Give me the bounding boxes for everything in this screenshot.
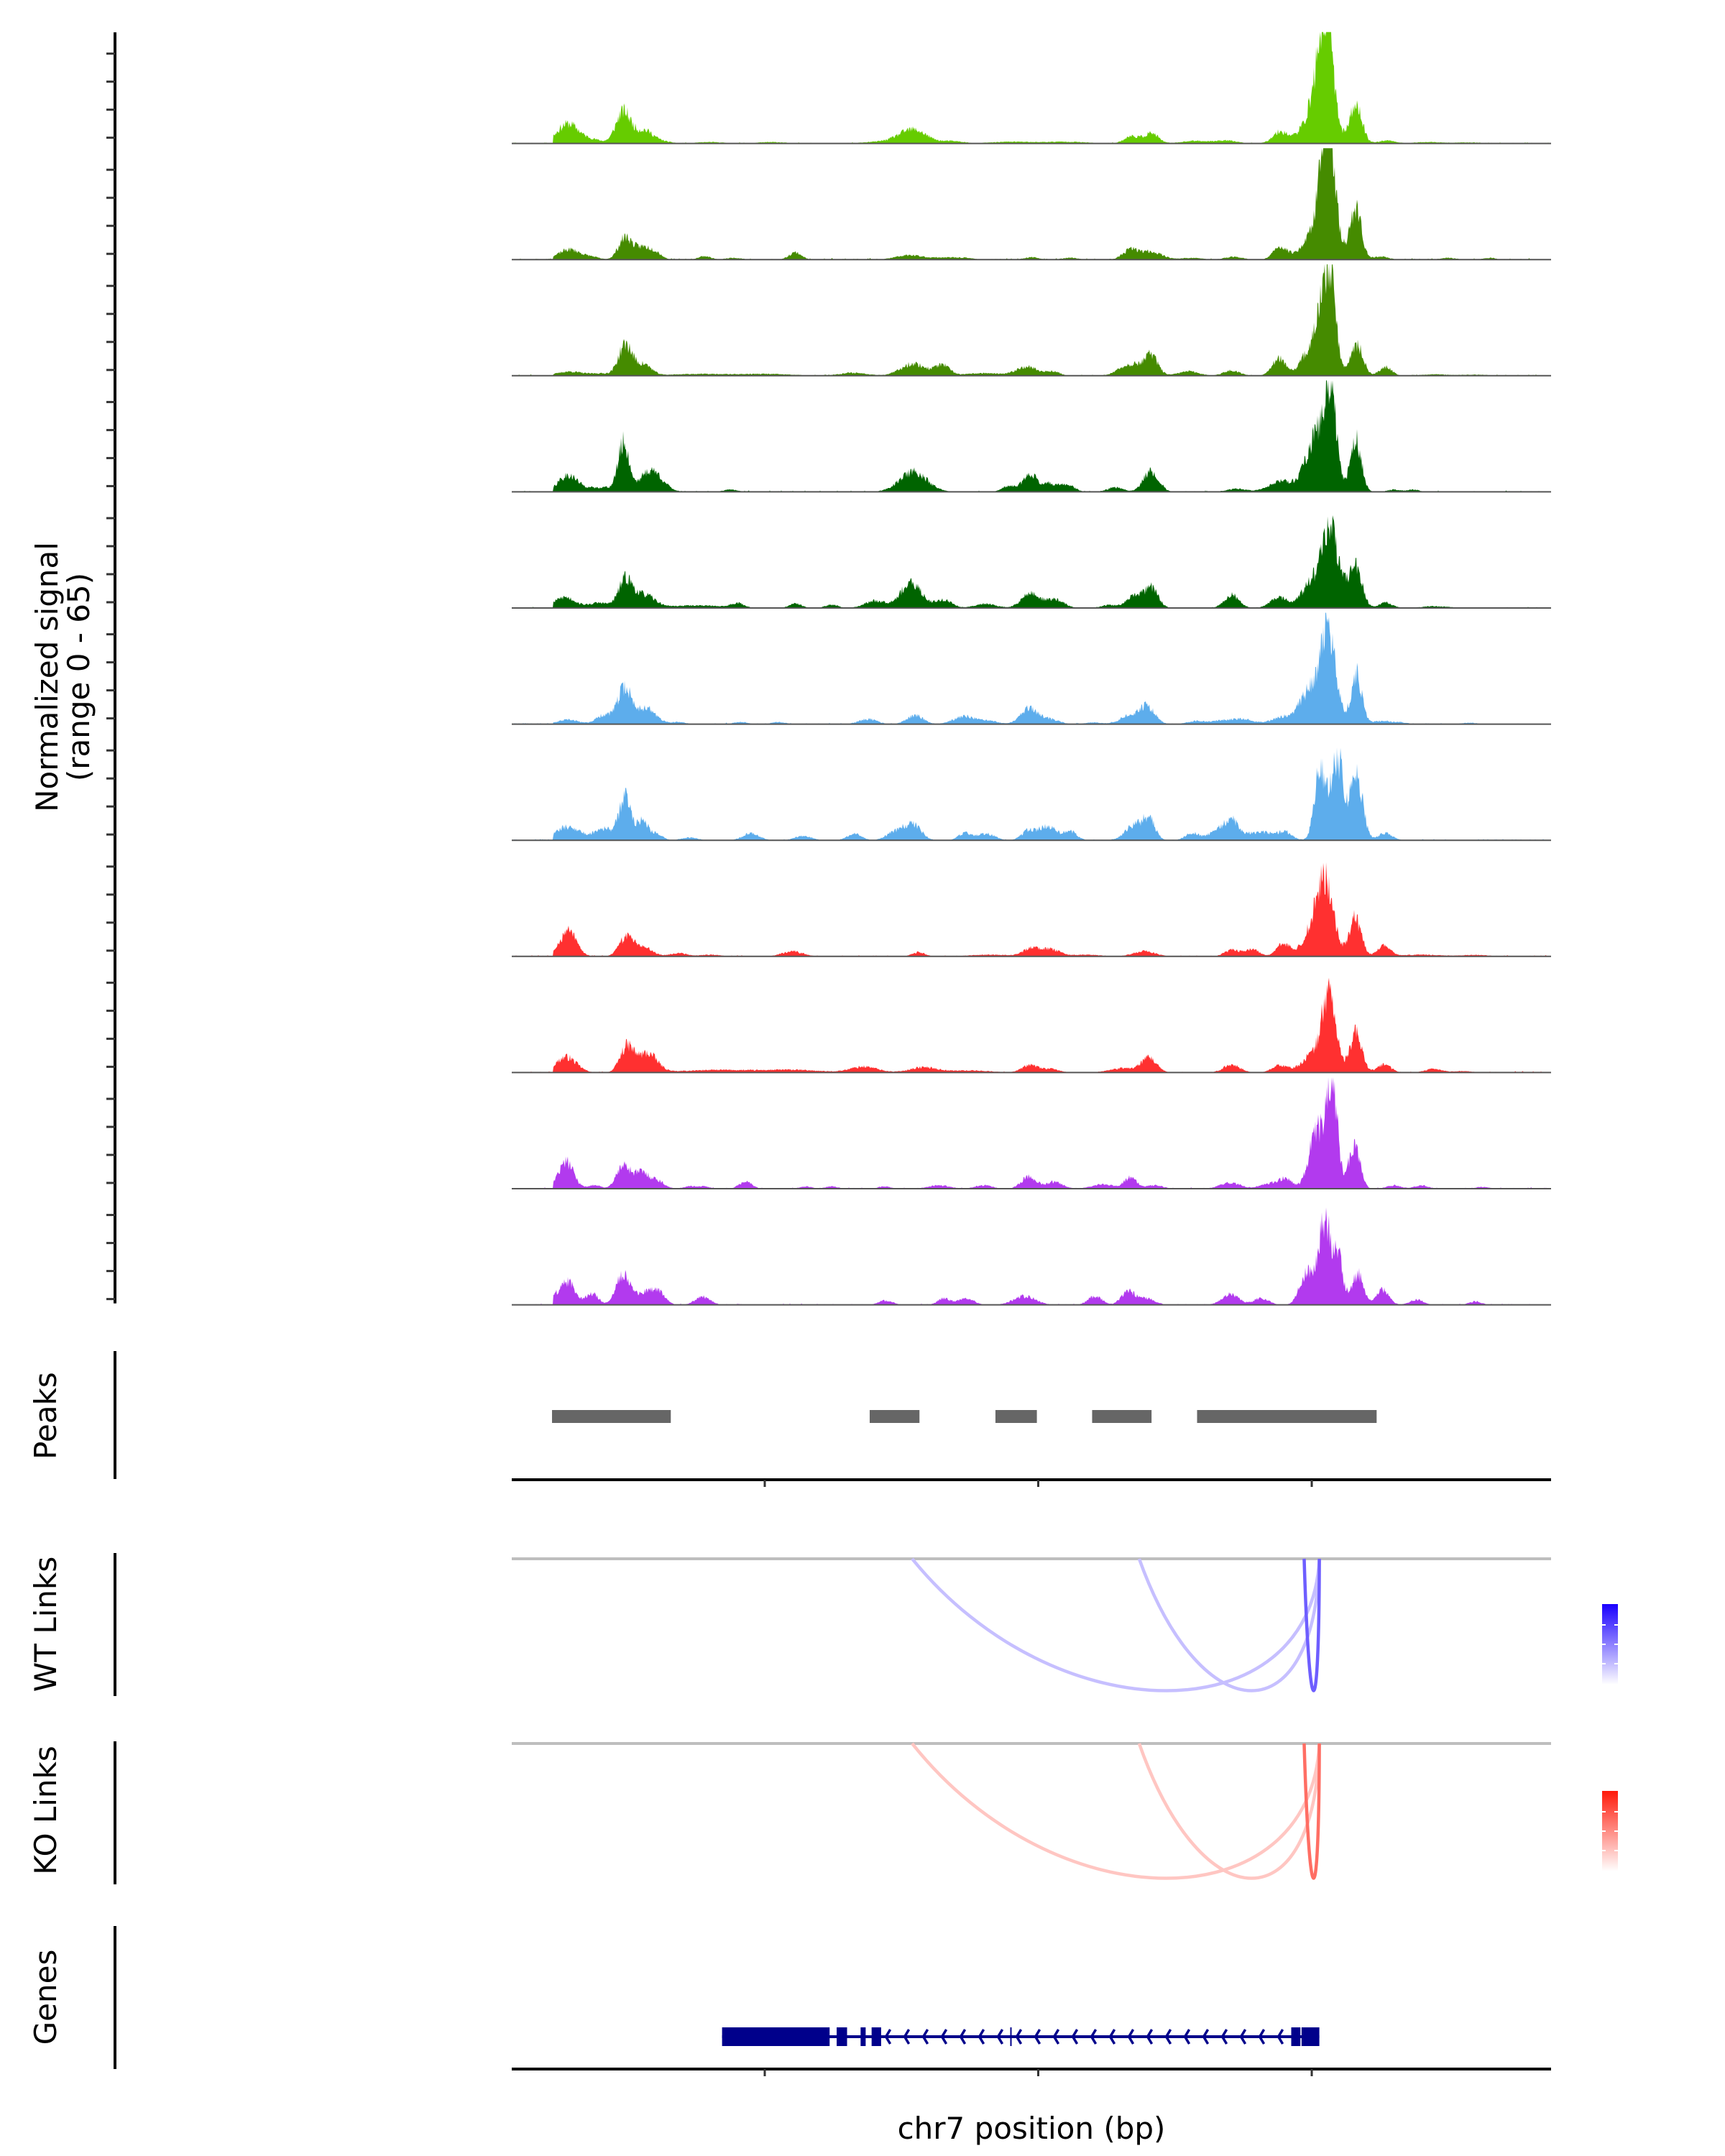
strand-arrow — [1164, 2029, 1172, 2045]
strand-arrow — [959, 2029, 967, 2045]
ko-links-arcs — [512, 1742, 1551, 1880]
gene-exon — [1010, 2027, 1012, 2046]
gene-exon — [860, 2027, 866, 2046]
wt-links-label: WT Links — [28, 1557, 63, 1692]
strand-arrow — [884, 2029, 892, 2045]
peak-region — [870, 1410, 920, 1423]
coverage-area — [512, 1207, 1551, 1305]
strand-arrow — [940, 2029, 948, 2045]
strand-arrow — [1034, 2029, 1041, 2045]
coverage-tracks — [106, 32, 1551, 1306]
coverage-ylabel-line1: Normalized signal — [29, 542, 65, 812]
x-axis-genes — [512, 2068, 1551, 2076]
link-arc — [1137, 1558, 1321, 1692]
coverage-track — [106, 862, 1551, 957]
coverage-track — [106, 1207, 1551, 1306]
x-axis-title: chr7 position (bp) — [898, 2111, 1166, 2146]
strand-arrow — [1127, 2029, 1135, 2045]
coverage-area — [512, 977, 1551, 1073]
coverage-area — [512, 380, 1551, 492]
coverage-track — [106, 977, 1551, 1074]
strand-arrow — [1220, 2029, 1228, 2045]
coverage-track — [106, 747, 1551, 842]
link-arc — [911, 1557, 1321, 1692]
strand-arrow — [1202, 2029, 1210, 2045]
gene-exon — [871, 2027, 881, 2046]
gene-model — [722, 2027, 1320, 2046]
coverage-track — [106, 148, 1551, 261]
wt-links-panel: WT Links — [28, 1553, 1618, 1696]
wt-links-arcs — [512, 1557, 1551, 1692]
strand-arrow — [1276, 2029, 1284, 2045]
coverage-track — [106, 612, 1551, 725]
coverage-area — [512, 148, 1551, 260]
peak-region — [552, 1410, 671, 1423]
peaks-track-label: Peaks — [28, 1372, 63, 1460]
coverage-track — [106, 1077, 1551, 1189]
coverage-track — [106, 32, 1551, 144]
wt-links-legend — [1602, 1604, 1618, 1685]
strand-arrow — [978, 2029, 985, 2045]
peaks-panel: Peaks — [28, 1351, 1377, 1479]
coverage-area — [512, 264, 1551, 376]
coverage-area — [512, 612, 1551, 724]
gene-exon — [1291, 2027, 1301, 2046]
strand-arrow — [1108, 2029, 1116, 2045]
strand-arrow — [921, 2029, 929, 2045]
gene-exon — [837, 2027, 847, 2046]
strand-arrow — [1052, 2029, 1060, 2045]
link-arc — [1302, 1743, 1321, 1880]
coverage-area — [512, 32, 1551, 144]
genes-track-label: Genes — [28, 1950, 63, 2045]
strand-arrow — [1090, 2029, 1098, 2045]
peak-region — [1092, 1410, 1152, 1423]
link-arc — [911, 1742, 1321, 1880]
coverage-area — [512, 862, 1551, 957]
coverage-track — [106, 515, 1551, 609]
strand-arrow — [903, 2029, 911, 2045]
peak-regions — [552, 1410, 1377, 1423]
ko-links-label: KO Links — [28, 1746, 63, 1875]
strand-arrow — [996, 2029, 1004, 2045]
strand-arrow — [1258, 2029, 1266, 2045]
strand-arrow — [1015, 2029, 1023, 2045]
coverage-track — [106, 264, 1551, 377]
coverage-area — [512, 515, 1551, 608]
peak-region — [1197, 1410, 1377, 1423]
strand-arrow — [1183, 2029, 1191, 2045]
ko-links-legend — [1602, 1791, 1618, 1871]
ko-links-panel: KO Links — [28, 1741, 1618, 1884]
x-axis-peaks — [512, 1478, 1551, 1487]
peak-region — [995, 1410, 1037, 1423]
strand-arrow — [1071, 2029, 1079, 2045]
coverage-area — [512, 1077, 1551, 1189]
coverage-ylabel-line2: (range 0 - 65) — [61, 573, 96, 781]
strand-arrow — [1146, 2029, 1154, 2045]
link-arc — [1302, 1558, 1321, 1692]
coverage-area — [512, 747, 1551, 841]
gene-exon — [1301, 2027, 1320, 2046]
link-arc — [1137, 1743, 1321, 1880]
legend-colorbar — [1602, 1791, 1618, 1871]
genes-panel: Genes — [28, 1926, 1320, 2069]
coverage-track — [106, 380, 1551, 493]
gene-models — [722, 2027, 1320, 2046]
gene-exon — [722, 2027, 830, 2046]
coverage-ylabel: Normalized signal (range 0 - 65) — [29, 542, 96, 812]
legend-colorbar — [1602, 1604, 1618, 1685]
strand-arrow — [1239, 2029, 1247, 2045]
